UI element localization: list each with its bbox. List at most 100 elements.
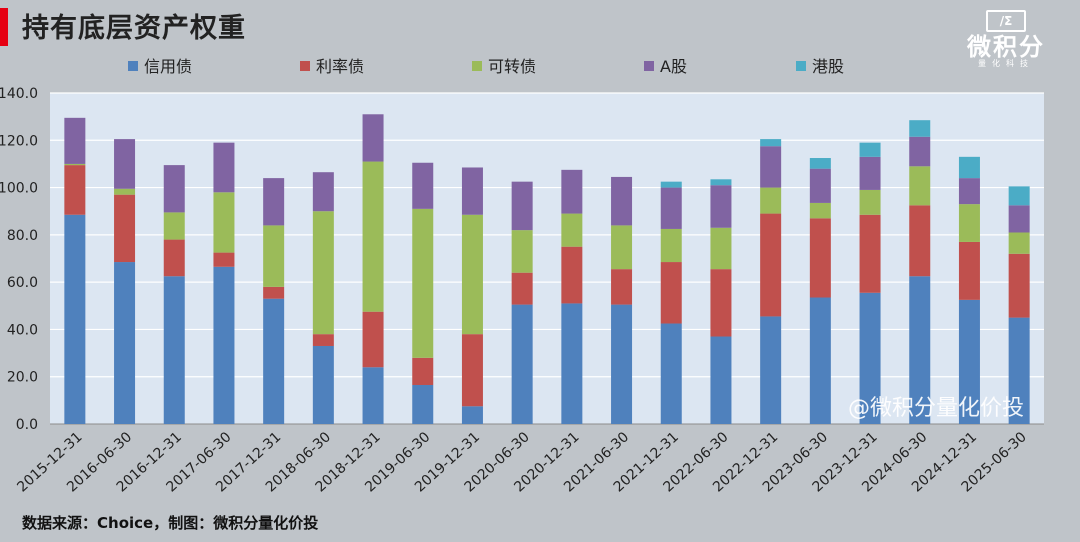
legend-swatch <box>300 61 310 71</box>
bar-segment <box>412 162 434 209</box>
bar-segment <box>213 266 235 424</box>
y-tick-label: 20.0 <box>7 370 38 386</box>
bar-segment <box>114 194 136 263</box>
logo-mark-icon: /Σ <box>986 10 1026 32</box>
legend-swatch <box>472 61 482 71</box>
bar-segment <box>660 187 682 229</box>
data-source-note: 数据来源：Choice，制图：微积分量化价投 <box>22 514 319 532</box>
bar-segment <box>461 167 483 215</box>
y-tick-label: 120.0 <box>0 133 38 149</box>
bar-segment <box>958 299 980 424</box>
logo-name: 微积分 <box>967 33 1045 61</box>
bar-segment <box>163 276 185 424</box>
plot-area <box>50 93 1044 424</box>
watermark: @微积分量化价投 <box>848 396 1025 421</box>
bar-segment <box>909 276 931 424</box>
y-tick-label: 80.0 <box>7 228 38 244</box>
bar-segment <box>511 230 533 273</box>
bar-segment <box>1008 232 1030 254</box>
y-tick-label: 0.0 <box>16 417 38 433</box>
bar-segment <box>760 146 782 188</box>
bar-segment <box>163 239 185 277</box>
bar-segment <box>362 311 384 368</box>
bar-segment <box>809 202 831 219</box>
stacked-bar-chart: 0.020.040.060.080.0100.0120.0140.02015-1… <box>0 57 1044 495</box>
bar-segment <box>64 214 86 424</box>
bar-segment <box>461 406 483 424</box>
bar-segment <box>561 246 583 304</box>
bar-segment <box>163 212 185 240</box>
bar-segment <box>660 323 682 424</box>
bar-segment <box>213 252 235 267</box>
bar-segment <box>163 165 185 213</box>
bar-segment <box>660 228 682 263</box>
bar-segment <box>760 213 782 317</box>
bar-segment <box>213 142 235 193</box>
bar-segment <box>64 163 86 166</box>
bar-segment <box>312 211 334 335</box>
bar-segment <box>958 178 980 205</box>
title-accent-bar <box>0 8 8 46</box>
legend-swatch <box>644 61 654 71</box>
legend-label: 信用债 <box>144 57 192 76</box>
bar-segment <box>561 213 583 247</box>
bar-segment <box>909 136 931 167</box>
bar-segment <box>859 142 881 157</box>
bar-segment <box>859 189 881 215</box>
bar-segment <box>958 156 980 179</box>
bar-segment <box>1008 186 1030 206</box>
bar-segment <box>362 367 384 424</box>
bar-segment <box>859 214 881 293</box>
bar-segment <box>511 181 533 231</box>
bar-segment <box>114 262 136 424</box>
legend-label: 港股 <box>812 57 844 76</box>
bar-segment <box>263 225 285 287</box>
bar-segment <box>114 188 136 195</box>
bar-segment <box>461 334 483 407</box>
logo-subtitle: 量化科技 <box>978 59 1034 68</box>
bar-segment <box>611 176 633 226</box>
y-tick-label: 40.0 <box>7 322 38 338</box>
legend-label: A股 <box>660 57 687 76</box>
bar-segment <box>710 185 732 228</box>
bar-segment <box>561 169 583 214</box>
y-tick-label: 60.0 <box>7 275 38 291</box>
bar-segment <box>412 357 434 385</box>
bar-segment <box>958 241 980 300</box>
bar-segment <box>64 165 86 215</box>
bar-segment <box>1008 317 1030 424</box>
bar-segment <box>412 208 434 358</box>
y-tick-label: 140.0 <box>0 86 38 102</box>
bar-segment <box>64 117 86 164</box>
bar-segment <box>511 272 533 305</box>
bar-segment <box>312 172 334 212</box>
bar-segment <box>511 304 533 424</box>
bar-segment <box>760 316 782 424</box>
bar-segment <box>660 262 682 324</box>
bar-segment <box>312 334 334 346</box>
bar-segment <box>710 336 732 424</box>
bar-segment <box>362 114 384 162</box>
bar-segment <box>909 120 931 137</box>
bar-segment <box>909 205 931 277</box>
bar-segment <box>809 297 831 424</box>
bar-segment <box>809 218 831 298</box>
bar-segment <box>710 269 732 337</box>
bar-segment <box>213 192 235 253</box>
legend-label: 可转债 <box>488 57 536 76</box>
bar-segment <box>362 161 384 312</box>
bar-segment <box>611 225 633 270</box>
bar-segment <box>809 168 831 203</box>
bar-segment <box>263 178 285 226</box>
bar-segment <box>809 158 831 169</box>
bar-segment <box>114 139 136 189</box>
brand-logo: /Σ 微积分 量化科技 <box>946 10 1066 70</box>
bar-segment <box>1008 253 1030 318</box>
bar-segment <box>611 304 633 424</box>
bar-segment <box>660 181 682 188</box>
bar-segment <box>1008 205 1030 233</box>
bar-segment <box>611 269 633 305</box>
bar-segment <box>909 166 931 206</box>
bar-segment <box>461 214 483 335</box>
bar-segment <box>312 345 334 424</box>
